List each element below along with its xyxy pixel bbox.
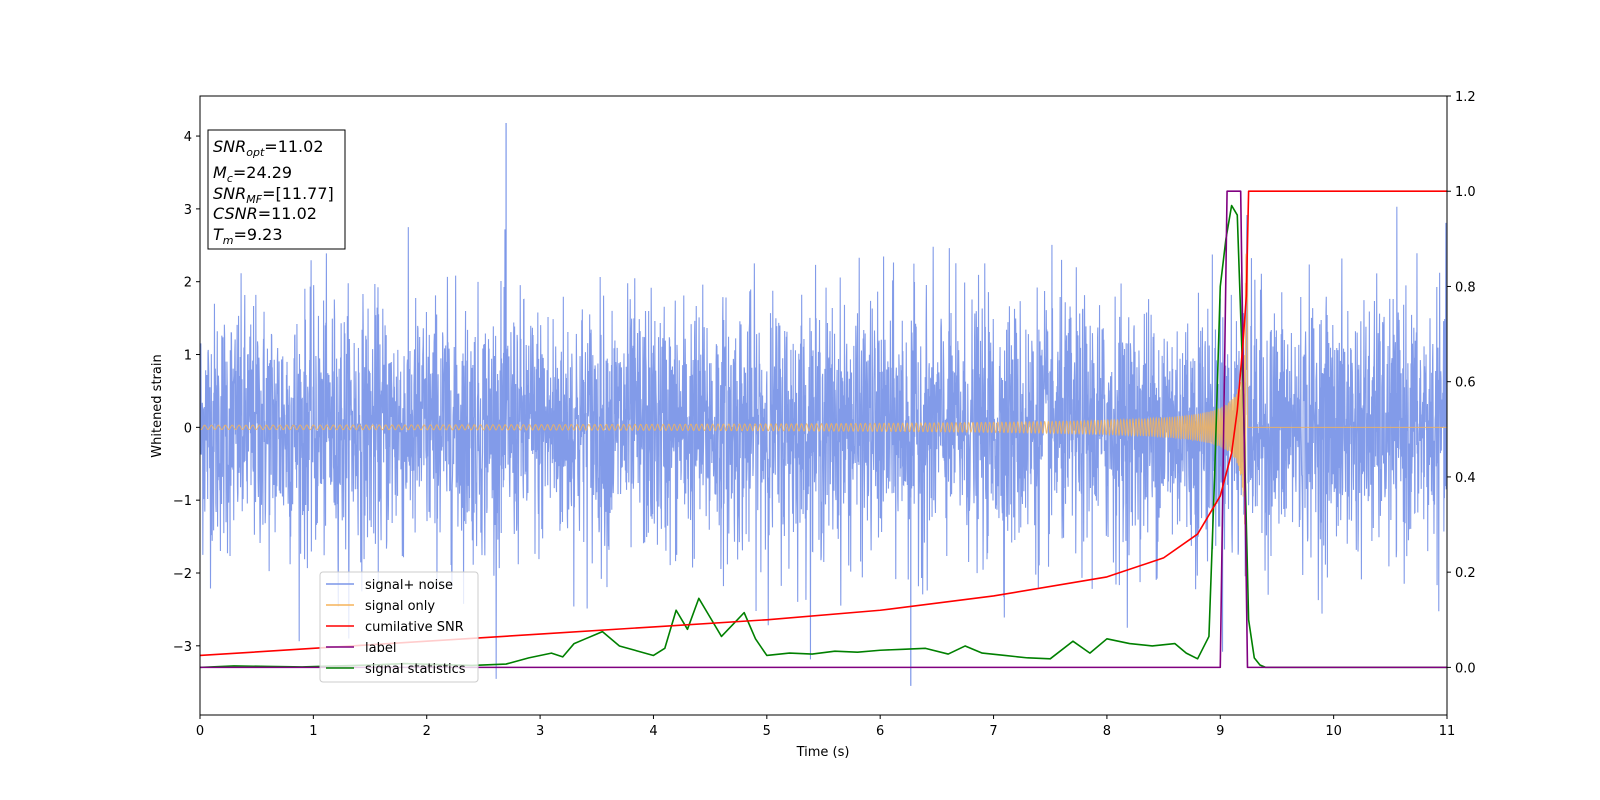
info-snr-opt-sub: opt (246, 146, 265, 159)
x-tick-label: 11 (1439, 724, 1456, 739)
info-tm: Tm=9.23 (213, 225, 283, 247)
x-axis-label: Time (s) (796, 745, 850, 760)
info-snr-opt: SNRopt=11.02 (213, 137, 324, 159)
right-y-tick-label: 0.6 (1455, 376, 1476, 391)
x-tick-label: 3 (536, 724, 544, 739)
series-signal-only-line (200, 253, 1447, 576)
left-y-axis-ticks: −3 −2 −1 0 1 2 3 4 (173, 130, 200, 655)
info-csnr-value: =11.02 (258, 204, 317, 223)
plot-frame (199, 95, 1448, 716)
series-cumulative-snr-line (200, 190, 1447, 657)
x-tick-label: 4 (649, 724, 657, 739)
x-tick-label: 8 (1103, 724, 1111, 739)
info-tm-value: =9.23 (234, 225, 283, 244)
info-snr-mf-base: SNR (213, 184, 246, 203)
info-csnr-base: CSNR (213, 204, 258, 223)
left-y-tick-label: 1 (184, 349, 192, 364)
legend-label-label: label (365, 641, 396, 656)
info-tm-base: T (213, 225, 224, 244)
x-tick-label: 6 (876, 724, 884, 739)
left-y-tick-label: 4 (184, 130, 192, 145)
info-snr-mf-sub: MF (246, 193, 262, 206)
right-y-tick-label: 1.0 (1455, 185, 1476, 200)
x-tick-label: 9 (1216, 724, 1224, 739)
info-mc: Mc=24.29 (213, 163, 292, 185)
info-snr-mf: SNRMF=[11.77] (213, 184, 334, 206)
plot-series-layer (200, 122, 1447, 686)
info-snr-opt-base: SNR (213, 137, 246, 156)
x-tick-label: 0 (196, 724, 204, 739)
left-y-tick-label: 0 (184, 421, 192, 436)
x-tick-label: 2 (423, 724, 431, 739)
right-y-tick-label: 0.0 (1455, 661, 1476, 676)
left-y-tick-label: −1 (173, 494, 192, 509)
x-tick-label: 1 (309, 724, 317, 739)
legend-frame (319, 571, 479, 683)
legend: signal+ noise signal only cumilative SNR… (319, 571, 479, 683)
series-label-line (200, 190, 1447, 669)
legend-label-signal-statistics: signal statistics (365, 662, 466, 677)
info-mc-sub: c (227, 172, 233, 185)
legend-label-signal-only: signal only (365, 599, 435, 614)
right-y-tick-label: 0.8 (1455, 280, 1476, 295)
info-csnr: CSNR=11.02 (213, 204, 317, 223)
info-tm-sub: m (223, 234, 234, 247)
x-tick-label: 10 (1325, 724, 1342, 739)
info-box: SNRopt=11.02 Mc=24.29 SNRMF=[11.77] CSNR… (207, 129, 346, 250)
left-y-tick-label: 2 (184, 276, 192, 291)
left-y-tick-label: −2 (173, 567, 192, 582)
right-y-tick-label: 0.4 (1455, 471, 1476, 486)
y-axis-label: Whitened strain (150, 354, 165, 457)
right-y-tick-label: 0.2 (1455, 566, 1476, 581)
right-y-tick-label: 1.2 (1455, 90, 1476, 105)
info-box-frame (207, 129, 346, 250)
legend-label-cumulative-snr: cumilative SNR (365, 620, 464, 635)
info-snr-mf-value: =[11.77] (262, 184, 334, 203)
info-mc-base: M (213, 163, 227, 182)
left-y-tick-label: 3 (184, 203, 192, 218)
x-tick-label: 5 (763, 724, 771, 739)
left-y-tick-label: −3 (173, 640, 192, 655)
x-tick-label: 7 (989, 724, 997, 739)
series-signal-statistics-line (200, 204, 1447, 669)
info-snr-opt-value: =11.02 (264, 137, 323, 156)
legend-label-signal-noise: signal+ noise (365, 578, 453, 593)
right-y-axis-ticks: 0.0 0.2 0.4 0.6 0.8 1.0 1.2 (1447, 90, 1476, 676)
info-mc-value: =24.29 (233, 163, 292, 182)
x-axis-ticks: 0 1 2 3 4 5 6 7 8 9 10 11 (196, 715, 1455, 739)
